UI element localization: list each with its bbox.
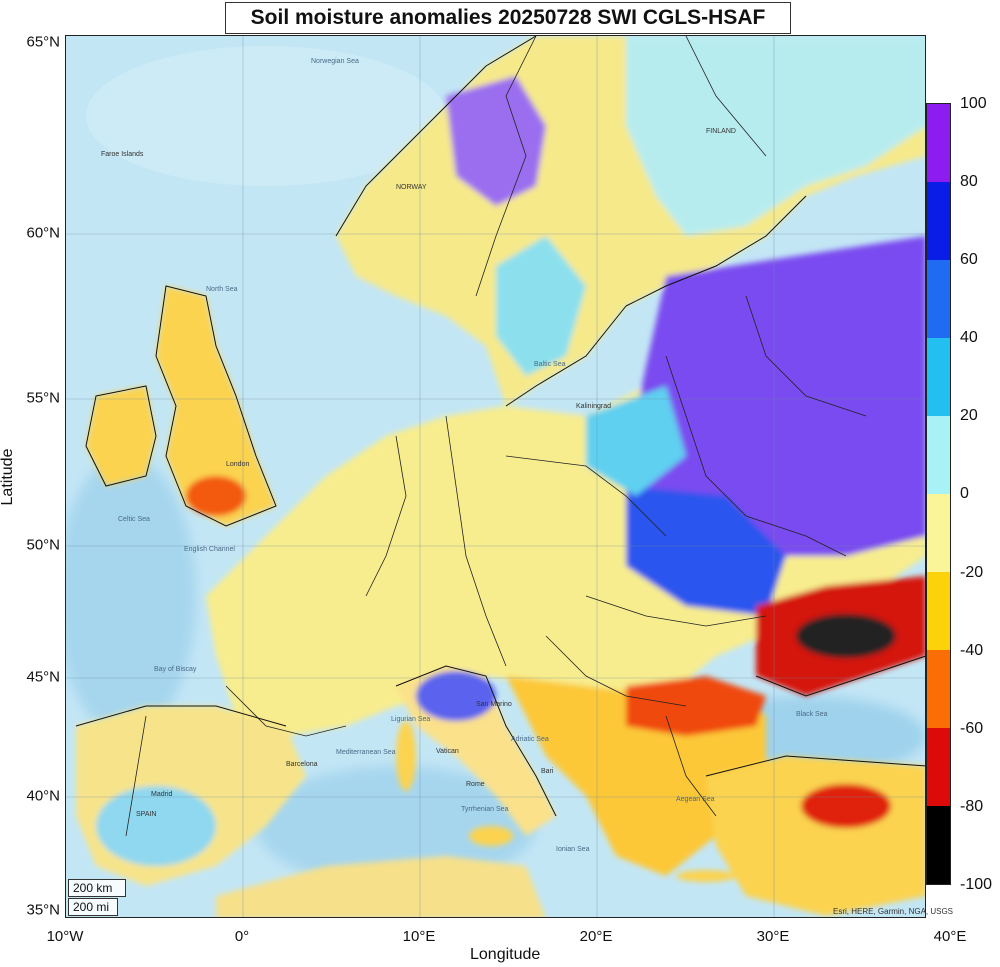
country-label: San Marino (476, 701, 512, 708)
country-label: Barcelona (286, 761, 318, 768)
colorbar (926, 103, 951, 885)
colorbar-tick: 100 (960, 95, 987, 112)
colorbar-tick: -80 (960, 798, 984, 815)
colorbar-tick: 60 (960, 251, 978, 268)
x-tick-label: 40°E (933, 928, 967, 945)
x-tick-label: 0° (234, 928, 250, 945)
colorbar-tick: 20 (960, 407, 978, 424)
country-borders (125, 36, 867, 837)
y-tick-label: 60°N (26, 224, 60, 242)
country-label: Vatican (436, 748, 459, 755)
sea-label: Celtic Sea (118, 516, 150, 523)
colorbar-tick: 0 (960, 485, 969, 502)
sea-label: Baltic Sea (534, 361, 566, 368)
country-label: NORWAY (396, 184, 427, 191)
colorbar-segment (927, 650, 950, 728)
colorbar-segment (927, 182, 950, 260)
y-axis-label: Latitude (0, 448, 16, 506)
colorbar-segment (927, 494, 950, 572)
country-label: Bari (541, 768, 554, 775)
colorbar-tick: -40 (960, 642, 984, 659)
scale-bar-km: 200 km (68, 879, 126, 897)
graticule (66, 36, 925, 917)
colorbar-segment (927, 416, 950, 494)
y-tick-label: 65°N (26, 33, 60, 51)
map-title: Soil moisture anomalies 20250728 SWI CGL… (225, 2, 791, 34)
colorbar-segment (927, 572, 950, 650)
soil-moisture-map[interactable]: Norwegian Sea North Sea Baltic Sea Bay o… (65, 35, 926, 918)
sea-label: Tyrrhenian Sea (461, 806, 509, 813)
colorbar-segment (927, 806, 950, 884)
colorbar-tick: -60 (960, 720, 984, 737)
sea-label: North Sea (206, 286, 238, 293)
colorbar-segment (927, 260, 950, 338)
colorbar-segment (927, 104, 950, 182)
country-label: Faroe Islands (101, 151, 144, 158)
colorbar-tick: 40 (960, 329, 978, 346)
y-tick-label: 45°N (26, 668, 60, 686)
land-masses (76, 36, 925, 917)
map-attribution: Esri, HERE, Garmin, NGA, USGS (833, 907, 954, 916)
y-tick-label: 50°N (26, 536, 60, 554)
x-tick-label: 10°W (46, 928, 84, 945)
sea-label: Aegean Sea (676, 796, 715, 803)
sea-label: Ligurian Sea (391, 716, 431, 723)
map-canvas (66, 36, 925, 917)
colorbar-segment (927, 338, 950, 416)
country-label: Kaliningrad (576, 403, 612, 410)
country-label: SPAIN (136, 811, 157, 818)
sea-label: Bay of Biscay (154, 666, 197, 673)
country-label: FINLAND (706, 128, 736, 135)
country-label: London (226, 461, 250, 468)
sea-label: Norwegian Sea (311, 58, 359, 65)
x-tick-label: 10°E (402, 928, 436, 945)
country-label: Rome (466, 781, 485, 788)
x-tick-label: 30°E (756, 928, 790, 945)
sea-label: Adriatic Sea (511, 736, 549, 743)
colorbar-tick: -20 (960, 564, 984, 581)
colorbar-segment (927, 728, 950, 806)
y-tick-label: 35°N (26, 901, 60, 919)
coastlines (75, 36, 925, 817)
colorbar-tick: 80 (960, 173, 978, 190)
x-axis-label: Longitude (470, 946, 541, 963)
y-tick-label: 55°N (26, 389, 60, 407)
sea-label: Mediterranean Sea (336, 749, 396, 756)
country-label: Madrid (151, 791, 173, 798)
scale-bar-mi: 200 mi (68, 898, 118, 916)
x-tick-label: 20°E (579, 928, 613, 945)
colorbar-tick: -100 (960, 876, 993, 893)
sea-label: English Channel (184, 546, 235, 553)
sea-label: Ionian Sea (556, 846, 590, 853)
sea-label: Black Sea (796, 711, 828, 718)
y-tick-label: 40°N (26, 787, 60, 805)
